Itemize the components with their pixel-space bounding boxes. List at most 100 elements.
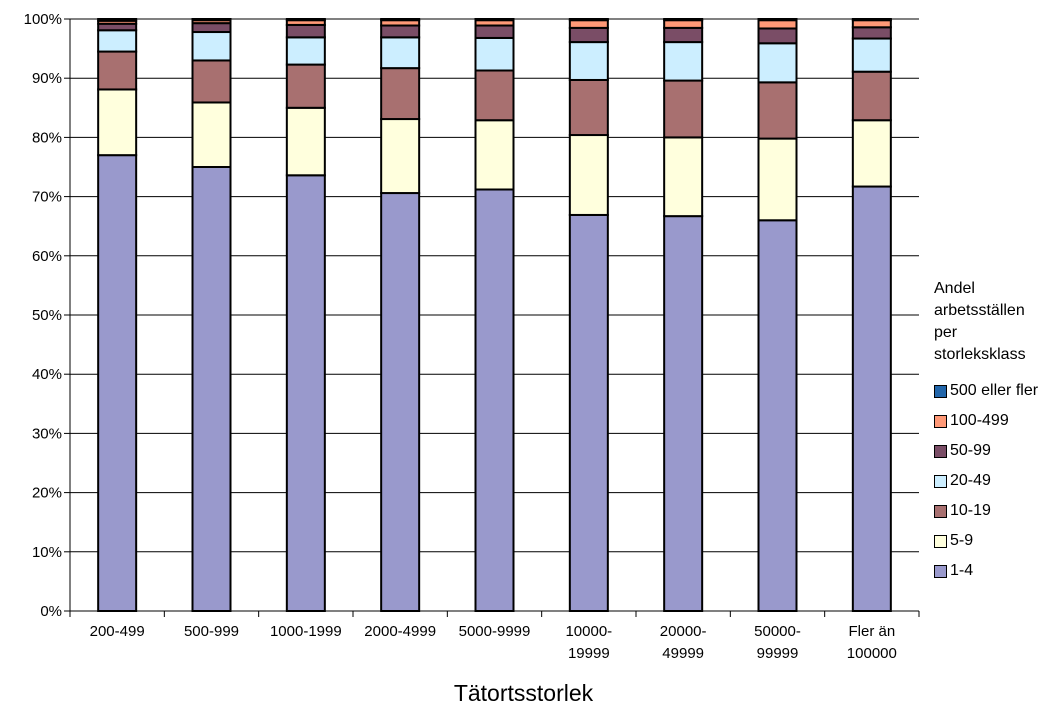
y-tick-label: 40%	[32, 366, 62, 383]
bar-segment	[285, 174, 326, 612]
bar-segment	[285, 36, 326, 66]
legend-label: 1-4	[950, 562, 974, 579]
bar-segment	[97, 154, 138, 612]
bar-segment	[380, 192, 421, 612]
bar-segment	[757, 219, 798, 612]
legend-title-line: arbetsställen	[934, 302, 1025, 319]
bar-segment	[757, 137, 798, 222]
y-tick-label: 0%	[40, 603, 62, 620]
y-tick-labels: 0% 10% 20% 30% 40% 50% 60% 70% 80% 90% 100%	[24, 11, 62, 620]
bar-segment	[380, 36, 421, 70]
bar-segment	[285, 23, 326, 39]
bar-segment	[568, 78, 609, 137]
y-tick-label: 60%	[32, 248, 62, 265]
bar-segment	[568, 41, 609, 81]
bar-segment	[568, 134, 609, 216]
legend-swatch	[934, 474, 947, 488]
y-tick-label: 50%	[32, 307, 62, 324]
x-tick-label: 2000-4999	[364, 623, 436, 640]
bar-segment	[380, 18, 421, 22]
legend-label: 500 eller fler	[950, 382, 1039, 399]
x-tick-labels: 200-499 500-999 1000-1999 2000-4999 5000-999…	[90, 623, 897, 662]
bar-segment	[568, 213, 609, 612]
bar-segment	[97, 18, 138, 22]
bar-segment	[757, 18, 798, 22]
y-tick-label: 10%	[32, 544, 62, 561]
legend-items: 500 eller fler 100-499 50-99 20-49 10-19 5-9 1…	[934, 376, 1046, 586]
x-tick-label: 10000-	[565, 623, 612, 640]
x-tick-label: 1000-1999	[270, 623, 342, 640]
y-tick-label: 90%	[32, 70, 62, 87]
bar-segment	[380, 67, 421, 121]
bar-segment	[851, 119, 892, 188]
legend-item: 10-19	[934, 496, 1046, 526]
legend-label: 20-49	[950, 472, 991, 489]
legend-title-line: storleksklass	[934, 346, 1026, 363]
bar-segment	[568, 18, 609, 22]
y-tick-label: 100%	[24, 11, 62, 28]
bar-segment	[285, 63, 326, 109]
bar-segment	[568, 19, 609, 29]
bar-segment	[474, 69, 515, 122]
legend-swatch	[934, 444, 947, 458]
axes	[64, 18, 920, 617]
legend-title-line: Andel	[934, 280, 975, 297]
x-tick-label: 50000-	[754, 623, 801, 640]
bar-segment	[757, 81, 798, 140]
legend: Andel arbetsställen per storleksklass 50…	[934, 278, 1046, 586]
bar-segment	[757, 42, 798, 84]
legend-item: 50-99	[934, 436, 1046, 466]
bar-segment	[474, 36, 515, 72]
x-tick-label: Fler än	[848, 623, 895, 640]
bar-segment	[97, 50, 138, 91]
bar-segment	[97, 88, 138, 157]
x-tick-label: 20000-	[660, 623, 707, 640]
bar-segment	[851, 37, 892, 73]
bar-segment	[474, 24, 515, 39]
bar-segment	[380, 118, 421, 195]
x-tick-label: 500-999	[184, 623, 239, 640]
bar-segment	[191, 22, 232, 34]
legend-item: 1-4	[934, 556, 1046, 586]
legend-swatch	[934, 564, 947, 578]
bar-segment	[851, 70, 892, 122]
legend-title: Andel arbetsställen per storleksklass	[934, 278, 1046, 366]
bar-segment	[191, 166, 232, 612]
legend-item: 100-499	[934, 406, 1046, 436]
legend-label: 5-9	[950, 532, 974, 549]
x-tick-label: 19999	[568, 645, 610, 662]
bar-segment	[663, 18, 704, 22]
legend-item: 20-49	[934, 466, 1046, 496]
x-axis-label: Tätortsstorlek	[453, 680, 594, 706]
bar-segment	[380, 24, 421, 39]
bar-segment	[757, 19, 798, 30]
bar-segment	[663, 41, 704, 82]
y-tick-label: 70%	[32, 189, 62, 206]
legend-swatch	[934, 504, 947, 518]
bar-segment	[474, 188, 515, 612]
bar-segment	[851, 18, 892, 22]
bar-segment	[285, 18, 326, 22]
bar-segment	[757, 27, 798, 45]
legend-swatch	[934, 414, 947, 428]
bar-segment	[191, 31, 232, 62]
bar-segment	[663, 136, 704, 218]
legend-label: 10-19	[950, 502, 991, 519]
bars	[97, 18, 892, 613]
x-tick-label: 49999	[662, 645, 704, 662]
bar-segment	[97, 29, 138, 53]
bar-segment	[663, 215, 704, 613]
bar-segment	[568, 26, 609, 44]
x-tick-label: 99999	[757, 645, 799, 662]
y-tick-label: 20%	[32, 485, 62, 502]
bar-segment	[191, 59, 232, 104]
legend-swatch	[934, 534, 947, 548]
bar-segment	[663, 79, 704, 139]
y-tick-label: 30%	[32, 425, 62, 442]
legend-swatch	[934, 384, 947, 398]
bar-segment	[474, 119, 515, 191]
bar-segment	[285, 106, 326, 177]
legend-item: 500 eller fler	[934, 376, 1046, 406]
